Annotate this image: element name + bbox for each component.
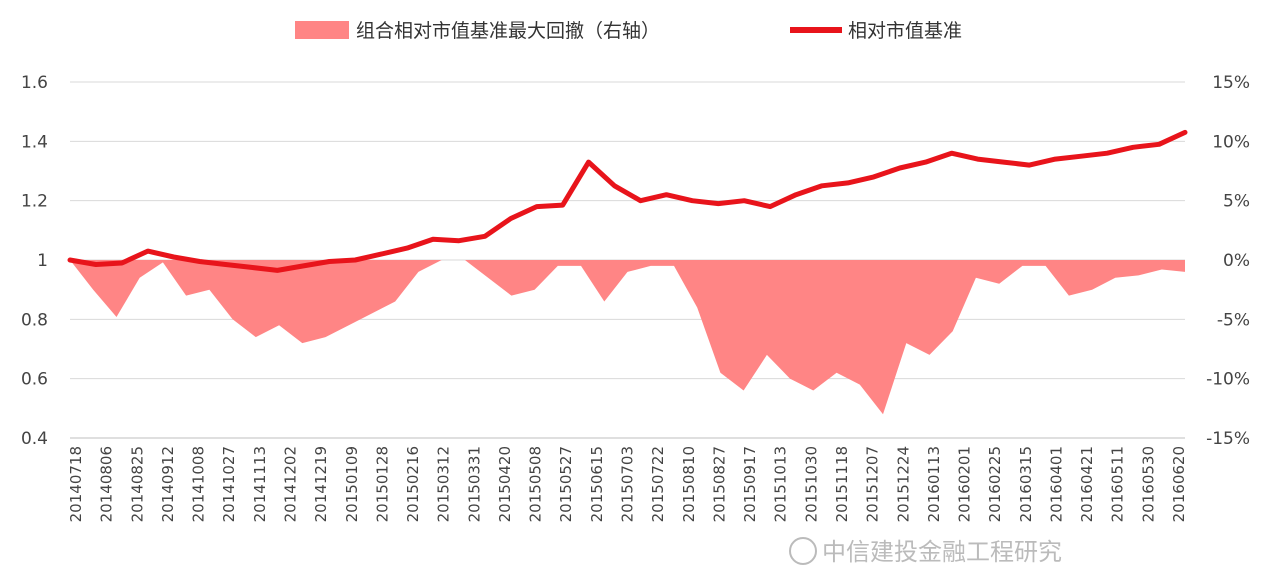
x-tick-label: 20141219 <box>312 446 330 522</box>
left-axis-ticks: 0.4 0.6 0.8 1 1.2 1.4 1.6 <box>21 73 48 449</box>
x-tick-label: 20140718 <box>67 446 85 522</box>
x-tick-label: 20160113 <box>925 446 943 522</box>
y-right-tick-label: 15% <box>1212 73 1250 93</box>
legend-label-drawdown: 组合相对市值基准最大回撤（右轴） <box>356 20 660 42</box>
x-tick-label: 20151013 <box>772 446 790 522</box>
x-tick-label: 20150917 <box>741 446 759 522</box>
legend: 组合相对市值基准最大回撤（右轴） 相对市值基准 <box>295 20 962 42</box>
x-tick-label: 20140825 <box>128 446 146 522</box>
wechat-icon <box>789 537 817 565</box>
y-right-tick-label: -5% <box>1217 310 1250 330</box>
benchmark-line-series <box>67 129 1188 273</box>
x-tick-label: 20160401 <box>1047 446 1065 522</box>
x-tick-label: 20151030 <box>802 446 820 522</box>
x-tick-label: 20150508 <box>527 446 545 522</box>
y-left-tick-label: 1.4 <box>21 132 48 152</box>
x-tick-label: 20150128 <box>373 446 391 522</box>
x-tick-label: 20160620 <box>1170 446 1188 522</box>
watermark-text: 中信建投金融工程研究 <box>822 538 1062 566</box>
y-left-tick-label: 1.6 <box>21 73 48 93</box>
x-tick-label: 20140806 <box>98 446 116 522</box>
x-tick-label: 20160530 <box>1139 446 1157 522</box>
x-tick-label: 20150420 <box>496 446 514 522</box>
y-left-tick-label: 0.8 <box>21 310 48 330</box>
x-tick-label: 20150810 <box>680 446 698 522</box>
x-tick-label: 20141113 <box>251 446 269 522</box>
y-left-tick-label: 0.4 <box>21 429 48 449</box>
x-tick-label: 20141202 <box>281 446 299 522</box>
x-tick-label: 20150615 <box>588 446 606 522</box>
x-tick-label: 20140912 <box>159 446 177 522</box>
x-tick-label: 20150216 <box>404 446 422 522</box>
y-right-tick-label: 5% <box>1223 192 1250 212</box>
legend-label-benchmark: 相对市值基准 <box>848 20 962 42</box>
y-right-tick-label: -15% <box>1206 429 1250 449</box>
x-tick-label: 20160225 <box>986 446 1004 522</box>
x-tick-label: 20150109 <box>343 446 361 522</box>
x-tick-label: 20141008 <box>190 446 208 522</box>
x-axis-ticks: 20140718 20140806 20140825 20140912 20141008… <box>67 446 1188 522</box>
x-tick-label: 20151224 <box>894 446 912 522</box>
y-left-tick-label: 1.2 <box>21 192 48 212</box>
x-tick-label: 20160421 <box>1078 446 1096 522</box>
x-tick-label: 20150722 <box>649 446 667 522</box>
x-tick-label: 20151118 <box>833 446 851 522</box>
x-tick-label: 20141027 <box>220 446 238 522</box>
legend-swatch-drawdown <box>295 21 349 39</box>
y-right-tick-label: 10% <box>1212 132 1250 152</box>
x-tick-label: 20151207 <box>864 446 882 522</box>
right-axis-ticks: -15% -10% -5% 0% 5% 10% 15% <box>1206 73 1250 449</box>
y-left-tick-label: 0.6 <box>21 370 48 390</box>
x-tick-label: 20150331 <box>465 446 483 522</box>
x-tick-label: 20150827 <box>710 446 728 522</box>
x-tick-label: 20150703 <box>619 446 637 522</box>
x-tick-label: 20160315 <box>1017 446 1035 522</box>
y-right-tick-label: -10% <box>1206 370 1250 390</box>
watermark: 中信建投金融工程研究 <box>789 537 1062 566</box>
x-tick-label: 20160201 <box>956 446 974 522</box>
x-tick-label: 20150312 <box>435 446 453 522</box>
drawdown-area-series <box>70 260 1185 415</box>
y-right-tick-label: 0% <box>1223 251 1250 271</box>
x-tick-label: 20160511 <box>1109 446 1127 522</box>
y-left-tick-label: 1 <box>37 251 48 271</box>
x-tick-label: 20150527 <box>557 446 575 522</box>
